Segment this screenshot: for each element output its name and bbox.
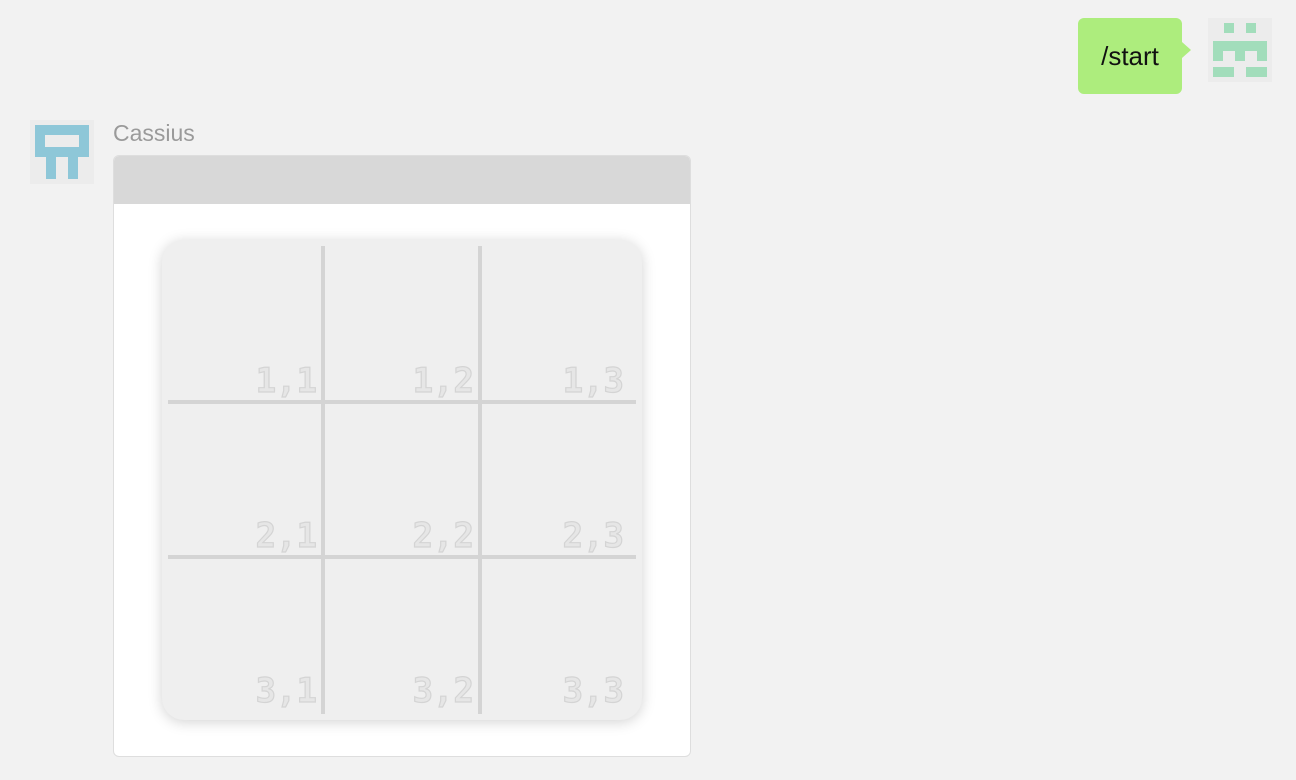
sender-name: Cassius <box>113 120 195 146</box>
board-cell-label: 1,1 <box>256 361 317 401</box>
board-cell-label: 1,3 <box>563 361 624 401</box>
game-card: 1,1 1,2 1,3 2,1 2,2 2,3 3,1 3,2 3,3 <box>113 155 691 757</box>
board-cell-label: 3,1 <box>256 671 317 711</box>
outgoing-message-bubble[interactable]: /start <box>1078 18 1191 94</box>
board-cell-label: 1,2 <box>413 361 474 401</box>
board-cell-label: 2,2 <box>413 516 474 556</box>
board-cell-label: 3,3 <box>563 671 624 711</box>
card-header <box>114 156 690 204</box>
board-grid: 1,1 1,2 1,3 2,1 2,2 2,3 3,1 3,2 3,3 <box>168 246 636 714</box>
board-cell-label: 3,2 <box>413 671 474 711</box>
bot-avatar-icon[interactable] <box>30 120 94 184</box>
board-cell-label: 2,1 <box>256 516 317 556</box>
outgoing-message-text: /start <box>1101 40 1159 71</box>
tic-tac-toe-board: 1,1 1,2 1,3 2,1 2,2 2,3 3,1 3,2 3,3 <box>162 240 642 720</box>
board-cell-label: 2,3 <box>563 516 624 556</box>
user-avatar-icon[interactable] <box>1208 18 1272 82</box>
